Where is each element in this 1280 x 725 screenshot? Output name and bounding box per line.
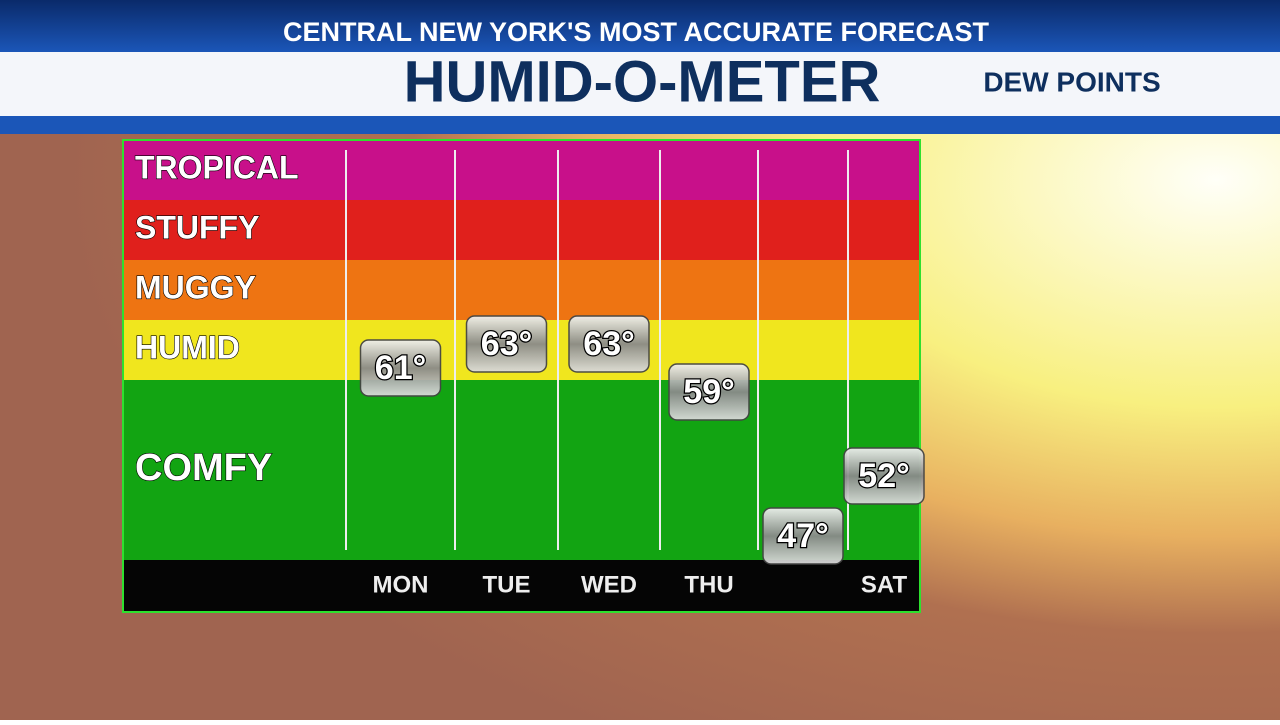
tagline: CENTRAL NEW YORK'S MOST ACCURATE FORECAS… <box>283 17 989 47</box>
day-label: TUE <box>483 571 531 598</box>
meter: TROPICAL STUFFY MUGGY HUMID COMFY MON 61° TUE 63… <box>122 139 925 613</box>
marker <box>359 339 442 397</box>
day-label: THU <box>684 571 733 598</box>
band <box>123 140 920 200</box>
band-label: TROPICAL <box>135 149 299 185</box>
day-bar <box>123 560 920 612</box>
marker-label: 61° <box>375 349 426 387</box>
day-label: MON <box>373 571 429 598</box>
day-label: SAT <box>861 571 908 598</box>
frame <box>122 139 921 613</box>
marker <box>762 507 844 565</box>
band <box>123 200 920 260</box>
marker <box>843 447 925 505</box>
marker <box>568 315 650 373</box>
marker-label: 47° <box>777 517 828 555</box>
marker-label: 63° <box>481 325 532 363</box>
subtitle: DEW POINTS <box>983 66 1160 97</box>
marker-label: 59° <box>683 373 734 411</box>
tagline-bar <box>0 0 1280 52</box>
band-label: HUMID <box>135 329 240 365</box>
day-label: WED <box>581 571 637 598</box>
band-label: STUFFY <box>135 209 259 245</box>
marker <box>668 363 750 421</box>
marker <box>465 315 548 373</box>
band-label: MUGGY <box>135 269 256 305</box>
title: HUMID-O-METER <box>404 49 881 114</box>
lower-bar <box>0 116 1280 134</box>
band-label: COMFY <box>135 447 272 489</box>
title-bar <box>0 52 1280 116</box>
band <box>123 260 920 320</box>
marker-label: 52° <box>858 457 909 495</box>
marker-label: 63° <box>583 325 634 363</box>
